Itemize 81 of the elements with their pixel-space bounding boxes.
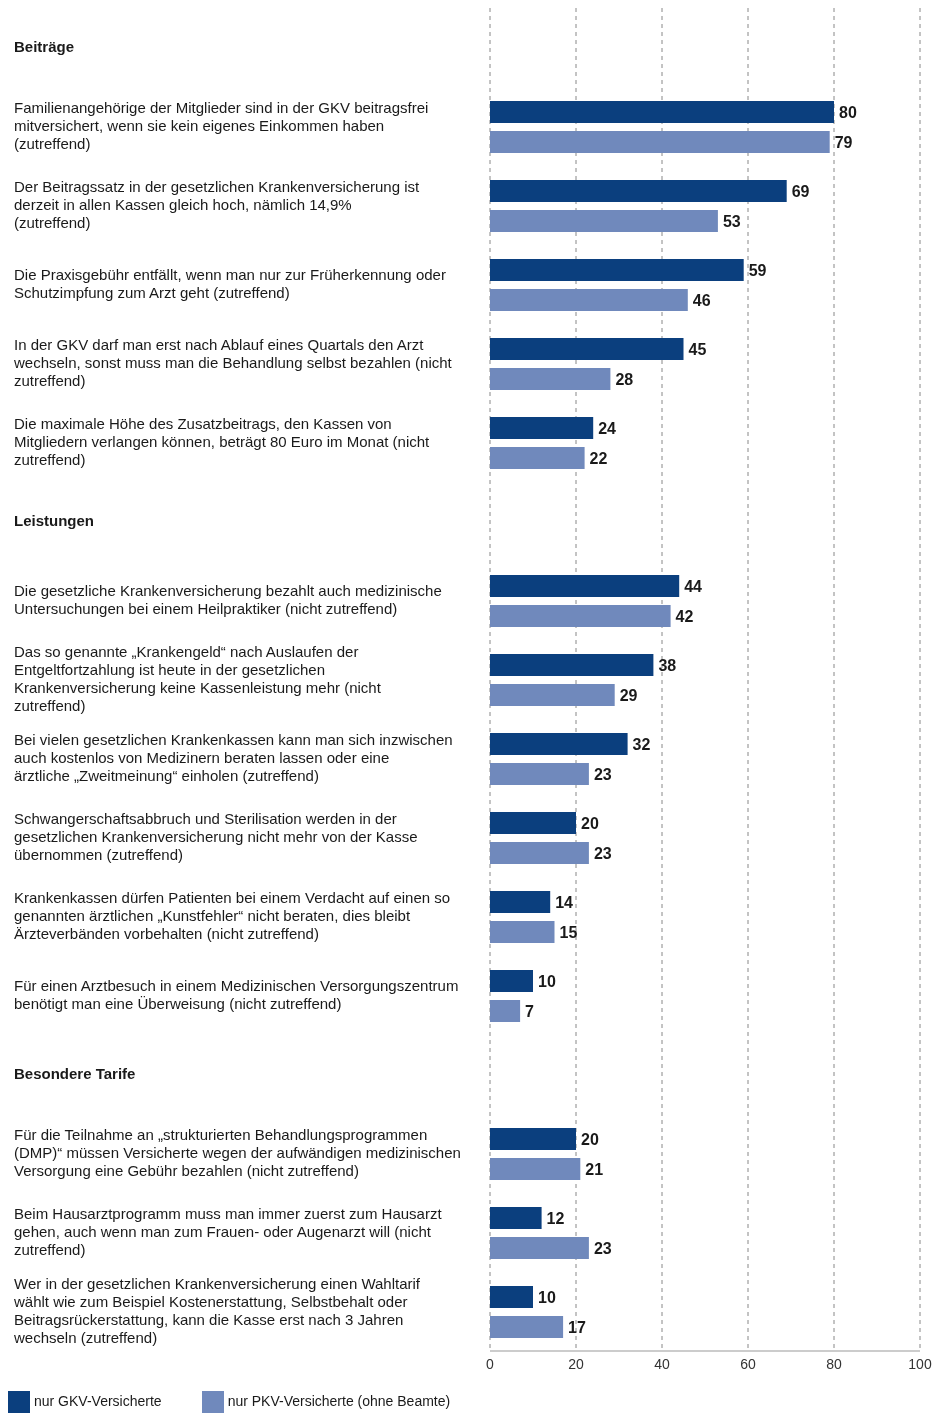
x-tick-label: 100 [908,1355,932,1372]
y-tick-label: Beim Hausarztprogramm muss man immer zuerst zum Hausarzt gehen, auch wenn man zum Frauen- oder Augenarzt will (nicht zutreffend) [14,1204,443,1258]
bar [490,605,671,627]
bar [490,1000,521,1022]
legend-label: nur GKV-Versicherte [34,1392,162,1409]
bar [490,1316,564,1338]
bar [490,654,654,676]
bar [490,763,589,785]
data-label: 22 [589,449,608,467]
data-label: 29 [619,686,638,704]
bar [490,575,680,597]
data-label: 42 [675,607,694,625]
bar [490,368,611,390]
bar [490,417,594,439]
data-label: 7 [525,1002,535,1020]
data-label: 45 [688,340,707,358]
data-label: 53 [722,212,741,230]
y-tick-label: Beiträge [14,37,75,55]
bar [490,447,585,469]
data-label: 59 [748,261,767,279]
y-tick-label: Für die Teilnahme an „strukturierten Behandlungsprogrammen (DMP)“ müssen Versicherte wegen der aufwändigen medizinischen Versorgung eine Gebühr bezahlen (nicht zutreffend) [14,1125,461,1179]
bar [490,131,830,153]
data-label: 20 [581,1130,599,1148]
data-label: 21 [585,1160,604,1178]
x-tick-label: 60 [740,1355,756,1372]
bar [490,812,576,834]
y-tick-label: Die maximale Höhe des Zusatzbeitrags, den Kassen von Mitgliedern verlangen können, beträgt 80 Euro im Monat (nicht zutreffend) [14,414,431,468]
y-tick-label: Krankenkassen dürfen Patienten bei einem Verdacht auf einen so genannten ärztlichen „Kunstfehler“ nicht beraten, dies bleibt Ärzteverbänden vorbehalten (nicht zutreffend) [14,888,451,942]
data-label: 23 [593,844,612,862]
data-label: 23 [593,765,612,783]
bar [490,970,533,992]
x-tick-label: 80 [826,1355,842,1372]
bar [490,1158,581,1180]
bar [490,1207,542,1229]
data-label: 10 [538,1288,556,1306]
y-tick-label: Für einen Arztbesuch in einem Medizinischen Versorgungszentrum benötigt man eine Überweisung (nicht zutreffend) [14,976,459,1012]
data-label: 15 [559,923,578,941]
bar [490,180,787,202]
data-label: 79 [834,133,853,151]
bar [490,733,628,755]
data-label: 32 [632,735,651,753]
legend-label: nur PKV-Versicherte (ohne Beamte) [227,1392,451,1409]
y-tick-label: In der GKV darf man erst nach Ablauf eines Quartals den Arzt wechseln, sonst muss man die Behandlung selbst bezahlen (nicht zutreffend) [13,335,453,389]
data-label: 38 [658,656,677,674]
bar [490,210,718,232]
y-tick-label: Bei vielen gesetzlichen Krankenkassen kann man sich inzwischen auch kostenlos von Medizinern beraten lassen oder eine ärztliche „Zweitmeinung“ einholen (zutreffend) [14,730,453,784]
bar [490,1237,589,1259]
y-tick-label: Wer in der gesetzlichen Krankenversicherung einen Wahltarif wählt wie zum Beispiel Kostenerstattung, Selbstbehalt oder Beitragsrückerstattung, kann die Kasse erst nach 3 Jahren wechseln (zutreffend) [13,1274,421,1346]
y-tick-label: Leistungen [14,511,95,529]
data-label: 14 [555,893,574,911]
bar [490,921,555,943]
data-label: 23 [593,1239,612,1257]
bar [490,1286,533,1308]
data-label: 24 [598,419,617,437]
x-tick-label: 0 [486,1355,495,1372]
data-label: 69 [791,182,810,200]
x-tick-label: 40 [654,1355,670,1372]
bar [490,259,744,281]
bar [490,289,688,311]
y-tick-label: Das so genannte „Krankengeld“ nach Auslaufen der Entgeltfortzahlung ist heute in der gesetzlichen Krankenversicherung keine Kassenleistung mehr (nicht zutreffend) [14,642,382,714]
bar [490,338,684,360]
y-tick-label: Familienangehörige der Mitglieder sind in der GKV beitragsfrei mitversichert, wenn sie kein eigenes Einkommen haben (zutreffend) [14,98,429,152]
bar [490,684,615,706]
data-label: 46 [692,291,711,309]
data-label: 20 [581,814,599,832]
data-label: 17 [568,1318,586,1336]
y-tick-label: Die gesetzliche Krankenversicherung bezahlt auch medizinische Untersuchungen bei einem Heilpraktiker (nicht zutreffend) [14,581,442,617]
bar [490,101,834,123]
data-label: 44 [684,577,703,595]
data-label: 12 [546,1209,565,1227]
y-tick-label: Besondere Tarife [14,1064,136,1082]
bar [490,842,589,864]
bar [490,891,551,913]
x-tick-label: 20 [568,1355,584,1372]
data-label: 80 [839,103,857,121]
bar [490,1128,576,1150]
data-label: 28 [615,370,634,388]
y-tick-label: Die Praxisgebühr entfällt, wenn man nur zur Früherkennung oder Schutzimpfung zum Arzt geht (zutreffend) [14,265,446,301]
y-tick-label: Schwangerschaftsabbruch und Sterilisation werden in der gesetzlichen Krankenversicherung nicht mehr von der Kasse übernommen (zutreffend) [14,809,418,863]
data-label: 10 [538,972,556,990]
y-tick-label: Der Beitragssatz in der gesetzlichen Krankenversicherung ist derzeit in allen Kassen gleich hoch, nämlich 14,9% (zutreffend) [14,177,421,231]
